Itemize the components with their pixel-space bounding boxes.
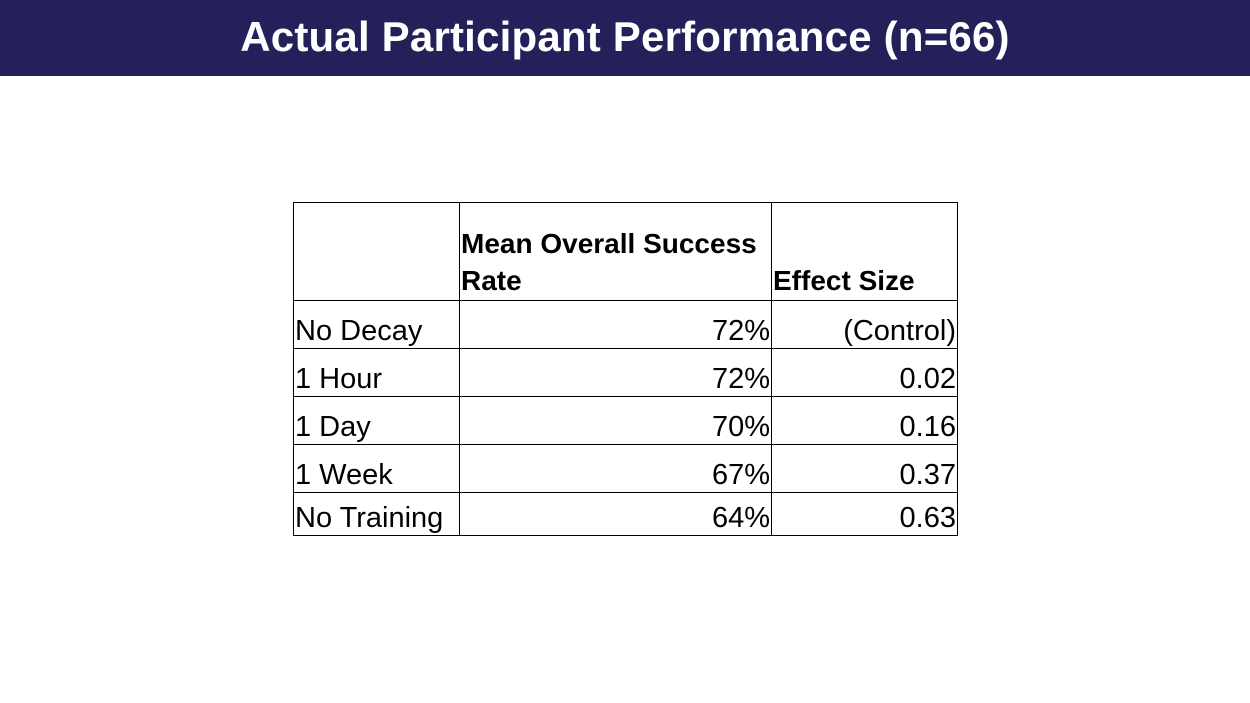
slide-title: Actual Participant Performance (n=66)	[240, 13, 1010, 60]
header-condition	[293, 202, 460, 301]
effect-size-cell: (Control)	[771, 300, 958, 349]
effect-size-cell: 0.37	[771, 444, 958, 493]
header-success-rate: Mean Overall Success Rate	[459, 202, 772, 301]
effect-size-cell: 0.63	[771, 492, 958, 536]
header-effect-size: Effect Size	[771, 202, 958, 301]
success-rate-cell: 67%	[459, 444, 772, 493]
table-row: 1 Day 70% 0.16	[293, 396, 958, 445]
table-row: No Decay 72% (Control)	[293, 300, 958, 349]
condition-cell: No Training	[293, 492, 460, 536]
condition-cell: 1 Day	[293, 396, 460, 445]
success-rate-cell: 70%	[459, 396, 772, 445]
table-row: 1 Hour 72% 0.02	[293, 348, 958, 397]
success-rate-cell: 72%	[459, 300, 772, 349]
table-row: No Training 64% 0.63	[293, 492, 958, 536]
title-bar: Actual Participant Performance (n=66)	[0, 0, 1250, 76]
table-header-row: Mean Overall Success Rate Effect Size	[293, 202, 958, 301]
success-rate-cell: 72%	[459, 348, 772, 397]
condition-cell: 1 Hour	[293, 348, 460, 397]
table-row: 1 Week 67% 0.37	[293, 444, 958, 493]
condition-cell: 1 Week	[293, 444, 460, 493]
effect-size-cell: 0.16	[771, 396, 958, 445]
condition-cell: No Decay	[293, 300, 460, 349]
success-rate-cell: 64%	[459, 492, 772, 536]
results-table: Mean Overall Success Rate Effect Size No…	[293, 202, 958, 536]
effect-size-cell: 0.02	[771, 348, 958, 397]
